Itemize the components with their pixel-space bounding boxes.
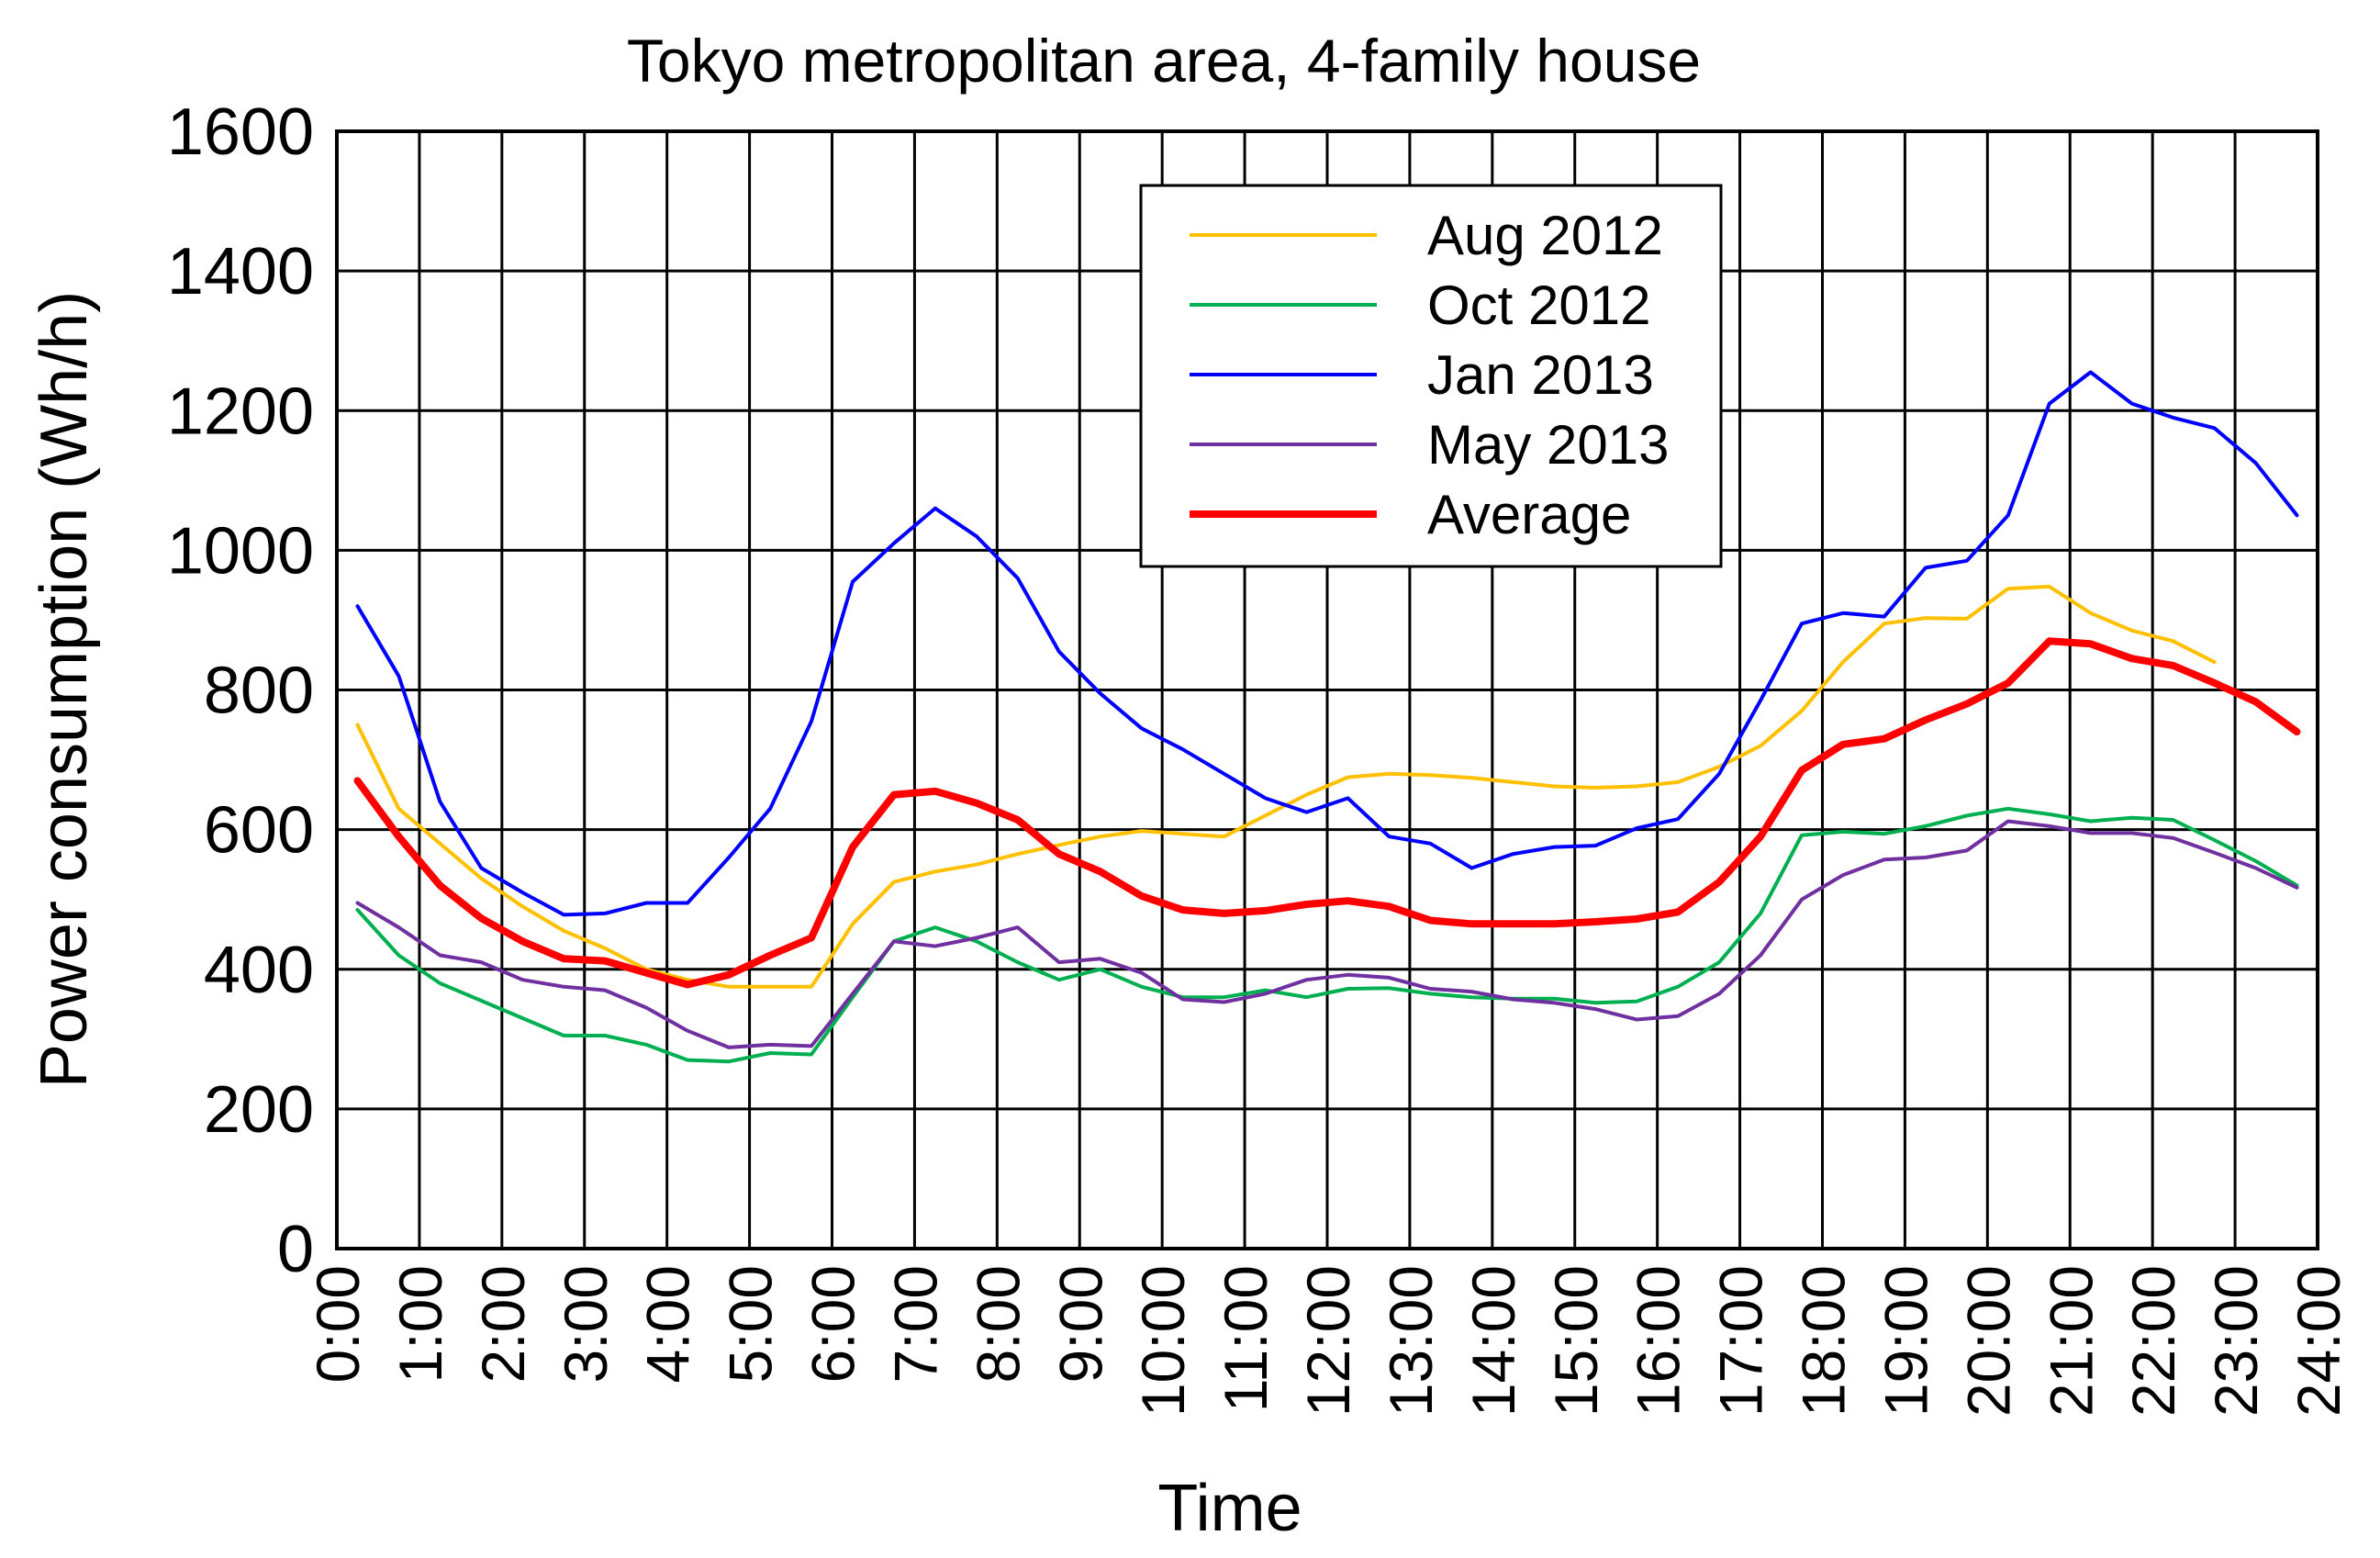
x-tick-label: 0:00	[304, 1265, 372, 1383]
series-line-may-2013	[355, 819, 2299, 1049]
x-tick-label: 20:00	[1954, 1265, 2022, 1417]
x-tick-label: 17:00	[1707, 1265, 1775, 1417]
legend-label-may-2013: May 2013	[1427, 414, 1670, 476]
chart-title: Tokyo metropolitan area, 4-family house	[627, 27, 1701, 95]
series-lines	[353, 370, 2301, 1064]
legend-label-aug-2012: Aug 2012	[1427, 205, 1663, 266]
x-tick-label: 18:00	[1790, 1265, 1858, 1417]
y-tick-label: 600	[204, 794, 314, 868]
x-axis-label: Time	[1157, 1472, 1302, 1545]
x-tick-label: 12:00	[1294, 1265, 1362, 1417]
x-tick-label: 22:00	[2119, 1265, 2187, 1417]
legend-label-jan-2013: Jan 2013	[1427, 344, 1654, 406]
x-tick-label: 7:00	[881, 1265, 949, 1383]
y-tick-label: 1200	[167, 375, 314, 448]
x-tick-label: 16:00	[1625, 1265, 1693, 1417]
x-tick-label: 10:00	[1129, 1265, 1197, 1417]
x-tick-label: 24:00	[2285, 1265, 2352, 1417]
legend-label-average: Average	[1427, 484, 1631, 545]
x-tick-label: 1:00	[386, 1265, 454, 1383]
x-tick-label: 13:00	[1377, 1265, 1445, 1417]
x-tick-label: 23:00	[2202, 1265, 2270, 1417]
x-tick-label: 9:00	[1046, 1265, 1114, 1383]
x-tick-label: 11:00	[1212, 1265, 1279, 1412]
x-tick-label: 5:00	[717, 1265, 785, 1383]
x-tick-label: 21:00	[2037, 1265, 2105, 1417]
y-tick-label: 800	[204, 655, 314, 728]
x-tick-label: 4:00	[634, 1265, 702, 1383]
x-tick-label: 2:00	[469, 1265, 537, 1383]
x-tick-label: 14:00	[1459, 1265, 1527, 1417]
series-line-oct-2012	[355, 806, 2299, 1064]
series-line-aug-2012	[355, 584, 2217, 989]
y-tick-label: 200	[204, 1073, 314, 1147]
series-line-jan-2013	[355, 370, 2299, 917]
y-tick-label: 400	[204, 934, 314, 1007]
x-tick-labels: 0:00 1:00 2:00 3:00 4:00 5:00 6:00 7:00 8:00 9:00…	[304, 1265, 2352, 1417]
x-tick-label: 8:00	[964, 1265, 1032, 1383]
y-tick-labels: 0 200 400 600 800 1000 1200 1400 1600	[167, 95, 314, 1286]
x-tick-label: 6:00	[799, 1265, 867, 1383]
y-tick-label: 1400	[167, 235, 314, 308]
series-line-average	[353, 637, 2301, 989]
x-tick-label: 3:00	[552, 1265, 620, 1383]
y-tick-label: 1000	[167, 514, 314, 588]
plot-area-frame	[335, 129, 2319, 1250]
legend-label-oct-2012: Oct 2012	[1427, 275, 1651, 336]
legend: Aug 2012 Oct 2012 Jan 2013 May 2013 Average	[1139, 184, 1723, 568]
x-tick-label: 15:00	[1542, 1265, 1610, 1417]
y-axis-label: Power consumption (Wh/h)	[28, 291, 101, 1088]
y-tick-label: 0	[277, 1213, 314, 1286]
x-tick-label: 19:00	[1872, 1265, 1939, 1417]
y-tick-label: 1600	[167, 95, 314, 169]
